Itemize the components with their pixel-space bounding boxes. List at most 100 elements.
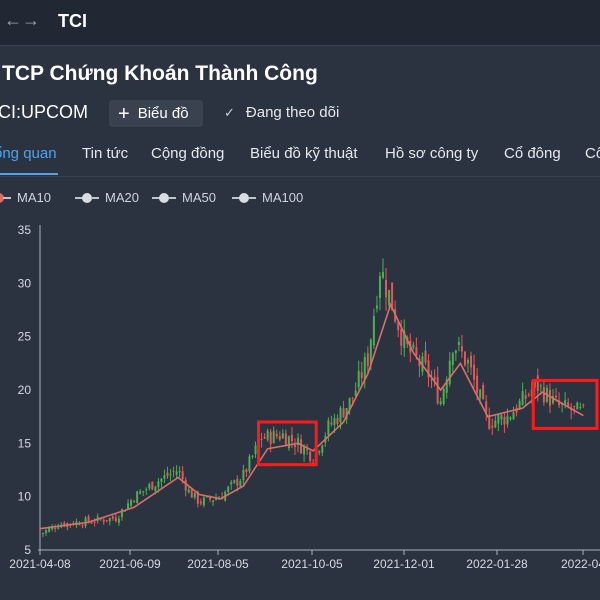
candle-body [582, 404, 585, 406]
candle-body [127, 503, 130, 509]
candle-body [136, 491, 139, 504]
x-tick-label: 2021-08-05 [187, 557, 249, 571]
candle-body [163, 475, 166, 479]
candle-body [275, 433, 278, 437]
candle-body [567, 402, 570, 407]
legend-item-ma50[interactable]: MA50 [152, 190, 216, 205]
candle-body [333, 418, 336, 426]
candle-body [266, 430, 269, 440]
candle-body [360, 372, 363, 379]
legend-item-ma20[interactable]: MA20 [75, 190, 139, 205]
candle-body [509, 417, 512, 420]
candle-body [573, 406, 576, 408]
tab-technical-chart[interactable]: Biểu đồ kỹ thuật [250, 145, 358, 162]
candle-body [497, 414, 500, 424]
candle-body [551, 395, 554, 404]
y-tick-label: 35 [18, 223, 32, 237]
candle-body [303, 446, 306, 455]
candle-body [160, 478, 163, 482]
candle-body [357, 370, 360, 388]
candle-body [430, 379, 433, 381]
candle-body [154, 486, 157, 491]
candle-body [178, 471, 181, 473]
arrow-right-icon[interactable]: → [22, 10, 40, 30]
candle-body [385, 279, 388, 298]
candle-body [105, 519, 108, 522]
y-tick-label: 20 [18, 383, 32, 397]
candle-body [184, 479, 187, 491]
candle-body [533, 380, 536, 388]
candle-body [117, 518, 120, 523]
tab-news[interactable]: Tin tức [82, 145, 129, 162]
candle-body [87, 516, 90, 522]
candle-body [424, 350, 427, 363]
chart-button[interactable]: + Biểu đồ [109, 100, 203, 127]
candle-body [42, 532, 45, 535]
candle-body [463, 351, 466, 366]
legend-marker-icon [0, 192, 4, 203]
legend-line [3, 196, 11, 199]
x-tick-label: 2021-12-01 [373, 557, 435, 571]
tab-community[interactable]: Cộng đồng [151, 145, 225, 162]
moving-average-line [39, 302, 584, 530]
candle-body [476, 375, 479, 393]
candle-body [451, 353, 454, 366]
candle-body [397, 322, 400, 331]
candle-body [542, 387, 545, 403]
arrow-left-icon[interactable]: ← [4, 10, 22, 30]
candle-body [506, 415, 509, 425]
plus-icon: + [118, 102, 130, 125]
candle-body [351, 397, 354, 399]
tab-company-profile[interactable]: Hồ sơ công ty [385, 145, 479, 162]
legend-label: MA10 [17, 190, 51, 205]
candle-body [193, 492, 196, 498]
legend-label: MA20 [105, 190, 139, 205]
legend-line [91, 196, 99, 199]
highlight-box [257, 420, 318, 467]
tab-more[interactable]: Cô [585, 145, 600, 162]
candle-body [518, 400, 521, 409]
candle-body [312, 462, 315, 464]
candle-body [436, 377, 439, 404]
candle-body [503, 416, 506, 425]
candle-body [81, 525, 84, 527]
candle-body [281, 433, 284, 439]
candle-body [536, 375, 539, 392]
candle-body [145, 489, 148, 491]
chart-button-label: Biểu đồ [137, 105, 189, 122]
tab-shareholders[interactable]: Cổ đông [504, 145, 561, 162]
candle-body [120, 509, 123, 517]
candle-body [369, 339, 372, 365]
x-tick-label: 2022-01-28 [466, 557, 528, 571]
legend-item-ma100[interactable]: MA100 [232, 190, 303, 205]
candle-body [521, 391, 524, 405]
candle-body [479, 389, 482, 398]
legend-item-ma10[interactable]: MA10 [0, 190, 51, 205]
candle-body [269, 431, 272, 445]
highlight-box [531, 378, 599, 430]
candle-body [139, 491, 142, 494]
tab-overview[interactable]: ổng quan [0, 145, 57, 162]
x-tick-label: 2021-10-05 [281, 557, 343, 571]
candle-body [227, 486, 230, 493]
candle-body [169, 474, 172, 476]
candle-body [318, 451, 321, 453]
candle-body [297, 437, 300, 446]
candle-body [208, 497, 211, 500]
candle-body [39, 533, 41, 535]
y-tick-label: 10 [18, 490, 32, 504]
legend-marker-icon [159, 192, 169, 203]
candle-body [175, 471, 178, 475]
legend-line [168, 196, 176, 199]
candle-body [579, 407, 582, 409]
candle-body [263, 437, 266, 439]
candle-body [470, 355, 473, 368]
candle-body [378, 276, 381, 299]
legend-line [152, 196, 160, 199]
y-tick-label: 25 [18, 330, 32, 344]
candle-body [111, 516, 114, 519]
candle-body [375, 305, 378, 309]
follow-toggle[interactable]: ✓ Đang theo dõi [224, 104, 339, 121]
candle-body [300, 439, 303, 454]
